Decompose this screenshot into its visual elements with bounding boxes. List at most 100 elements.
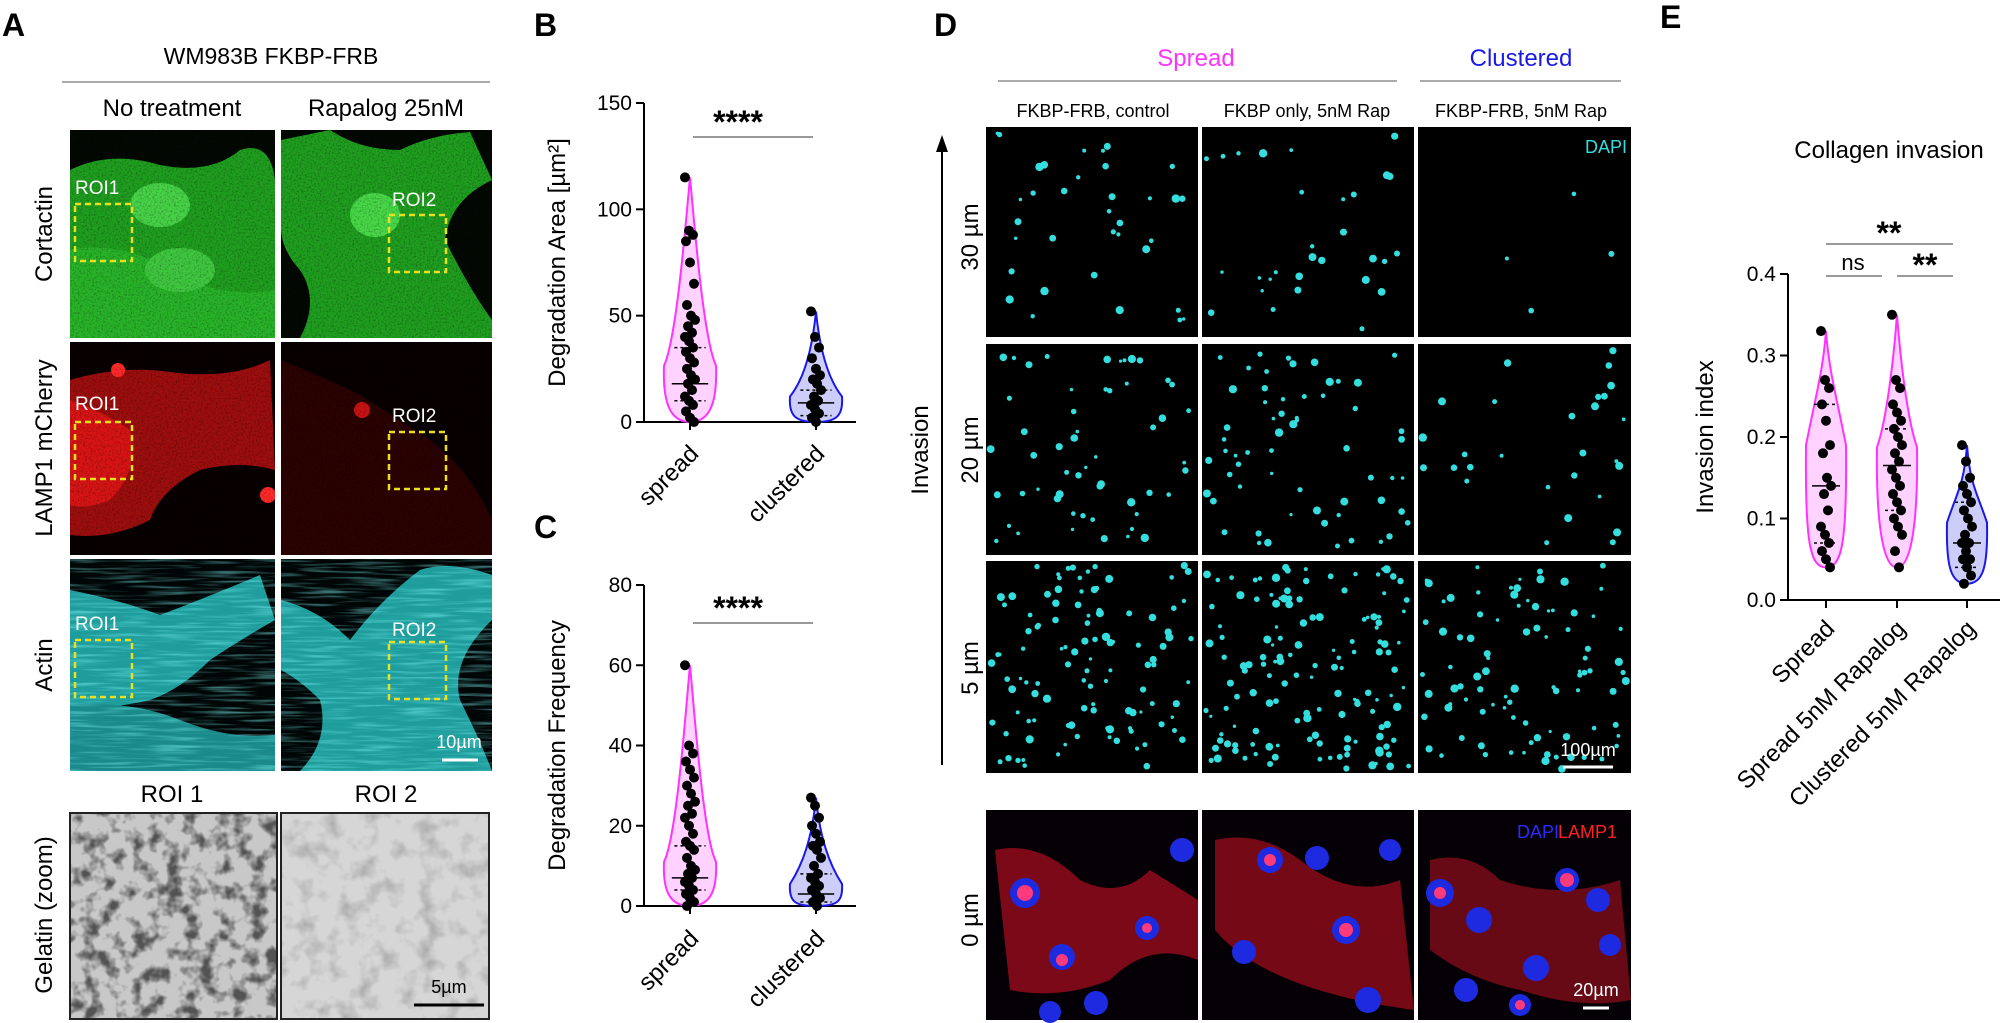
roi2-label-cortactin: ROI2 [392,190,436,211]
dapi-nucleus [1205,456,1213,464]
dapi-nucleus [1210,497,1217,505]
dapi-nucleus [1030,451,1038,459]
dapi-nucleus [1255,530,1262,537]
zoom-title-roi1: ROI 1 [141,781,204,808]
dapi-nucleus [1171,194,1181,203]
dapi-nucleus [1118,359,1123,363]
dapi-nucleus [1482,751,1489,758]
y-tick-label-c: 80 [609,574,632,597]
dapi-nucleus [1115,306,1124,315]
dapi-nucleus [1228,385,1237,394]
dapi-nucleus [1107,388,1113,394]
dapi-nucleus [1400,476,1405,480]
panel-letter-d: D [934,7,957,43]
dapi-nucleus [1169,163,1176,170]
dapi-nucleus [1223,448,1228,454]
dapi-nucleus [1019,490,1026,497]
dapi-nucleus [1252,577,1258,583]
dapi-nucleus [1278,410,1285,417]
dapi-nucleus [1335,543,1340,549]
dapi-nucleus [1125,707,1133,715]
dapi-nucleus [1223,705,1229,711]
dapi-nucleus [1081,637,1089,645]
dapi-nucleus [1349,639,1355,644]
dapi-nucleus [1546,609,1551,613]
dapi-nucleus [1614,657,1623,667]
dapi-nucleus [1597,494,1602,499]
data-point-e-2 [1961,456,1971,467]
dapi-nucleus [1564,514,1573,523]
dapi-nucleus [1004,676,1010,682]
dapi-nucleus [1236,591,1245,600]
data-point-e-0 [1826,480,1836,491]
dapi-nucleus [1223,424,1231,431]
dapi-nucleus [1510,684,1519,693]
data-point-e-0 [1816,521,1826,532]
lamp-row-dapi-label: DAPI [1517,822,1559,842]
dapi-nucleus [1422,619,1429,626]
dapi-nucleus [1338,710,1346,719]
dapi-nucleus [1020,428,1028,436]
dapi-nucleus [1339,665,1344,671]
micrograph-lamp1-rapalog [281,342,492,555]
dapi-nucleus [1486,656,1491,660]
dapi-nucleus [1265,742,1274,751]
dapi-nucleus [1071,511,1076,516]
dapi-nucleus [1223,740,1232,748]
dapi-nucleus [1609,687,1617,695]
dapi-nucleus [1385,751,1392,758]
data-point-e-1 [1888,399,1898,410]
dapi-nucleus [1158,414,1167,423]
data-point-e-0 [1825,440,1835,451]
data-point-b-0 [689,278,699,289]
dapi-nucleus [1060,187,1068,195]
dapi-nucleus [996,593,1005,602]
dapi-nucleus [1297,487,1303,493]
dapi-nucleus [1403,597,1410,603]
dapi-nucleus [1063,742,1067,747]
dapi-nucleus [1088,657,1093,661]
column-label-frb-rap: FKBP-FRB, 5nM Rap [1435,101,1607,121]
dapi-nucleus [1116,232,1121,237]
dapi-nucleus [1070,408,1077,415]
data-point-b-0 [680,172,690,183]
dapi-nucleus [1273,659,1277,664]
data-point-e-0 [1816,326,1826,337]
dapi-nucleus [1348,537,1355,544]
dapi-nucleus [1148,613,1157,622]
dapi-nucleus [1149,655,1157,664]
data-point-c-0 [684,740,694,751]
dapi-nucleus [1560,577,1569,586]
panel-letter-a: A [2,7,25,43]
data-point-e-2 [1958,554,1968,565]
dapi-nucleus [1064,469,1070,475]
dapi-nucleus [1375,572,1381,577]
dapi-nucleus [1237,484,1243,489]
dapi-nucleus [1169,381,1175,388]
roi2-box-lamp1 [387,430,448,491]
dapi-nucleus [1280,594,1289,603]
y-tick-label-e: 0.1 [1747,508,1776,531]
dapi-nucleus [1108,668,1113,673]
dapi-nucleus [1242,755,1248,761]
dapi-nucleus [1567,753,1575,761]
dapi-nucleus [1581,669,1588,676]
dapi-nucleus [1543,751,1551,758]
dapi-nucleus [1135,642,1141,648]
dapi-nucleus [1522,628,1531,636]
dapi-nucleus [1562,733,1571,741]
dapi-nucleus [1541,756,1550,766]
dapi-nucleus [1526,598,1530,603]
dapi-nucleus [1495,618,1500,622]
dapi-nucleus [1316,740,1323,747]
dapi-nucleus [1361,275,1370,284]
dapi-nucleus [1352,405,1359,412]
dapi-nucleus [1221,654,1227,660]
dapi-nucleus [1601,392,1608,400]
dapi-nucleus [1285,600,1294,609]
dapi-nucleus [1259,653,1267,661]
panel-d: D Spread Clustered FKBP-FRB, control FKB… [907,7,1631,1023]
data-point-c-0 [686,788,696,799]
dapi-nucleus [1235,461,1242,467]
data-point-e-2 [1963,513,1973,524]
